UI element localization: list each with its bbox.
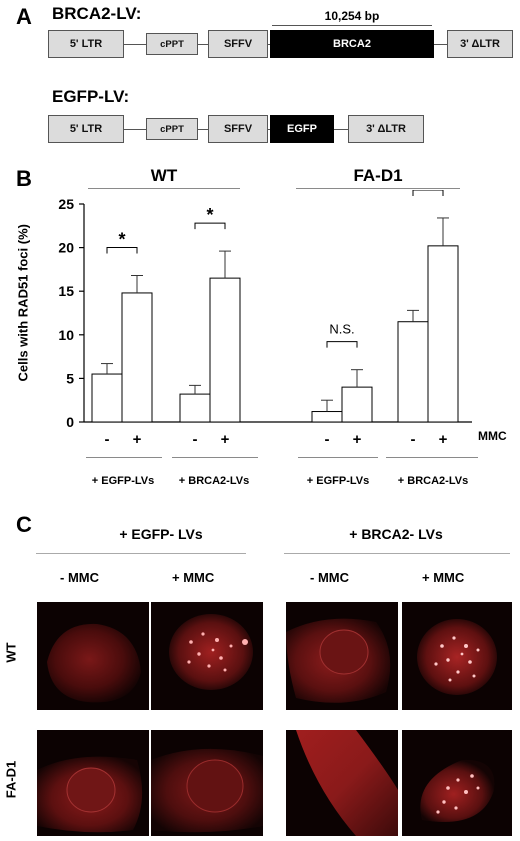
- micrograph-fad1-egfp-minus-mmc: [37, 730, 149, 836]
- egfp-5ltr-box: 5' LTR: [48, 115, 124, 143]
- y-tick-label: 15: [58, 283, 74, 299]
- egfp-3ltr-box: 3' ΔLTR: [348, 115, 424, 143]
- significance-bracket: [194, 222, 226, 230]
- micrograph-wt-brca2-plus-mmc: [402, 602, 512, 710]
- bar: [427, 245, 459, 423]
- panel-a-letter: A: [16, 4, 32, 29]
- y-tick-label: 0: [66, 414, 74, 430]
- micrograph-fad1-brca2-plus-mmc: [402, 730, 512, 836]
- treatment-label-4: + BRCA2-LVs: [397, 475, 469, 487]
- panel-c-letter: C: [16, 512, 32, 537]
- bar: [341, 386, 373, 423]
- brca2-sffv-box: SFFV: [208, 30, 268, 58]
- row-label-wt: WT: [3, 642, 19, 663]
- x-tick-label: -: [411, 431, 416, 448]
- treatment-label-3: + EGFP-LVs: [306, 475, 370, 487]
- significance-bracket: [106, 247, 138, 254]
- col-group-egfp-line: [36, 553, 246, 554]
- group-fad1-label: FA-D1: [353, 166, 403, 185]
- micrograph-wt-brca2-minus-mmc: [286, 602, 398, 710]
- col-label-egfp-plus-mmc: + MMC: [172, 570, 215, 585]
- egfp-gene-box: EGFP: [270, 115, 334, 143]
- x-tick-label: -: [325, 431, 330, 448]
- col-group-egfp-label: + EGFP- LVs: [119, 526, 203, 542]
- bar: [121, 292, 153, 423]
- mmc-label: MMC: [478, 429, 507, 443]
- rad51-bar-chart: 0 5 10 15 20 25 - + - + - + - + * * N.S. *: [58, 190, 472, 448]
- egfp-lv-title: EGFP-LV:: [52, 87, 130, 106]
- treatment-label-1: + EGFP-LVs: [91, 475, 155, 487]
- group-wt-label: WT: [150, 166, 178, 185]
- col-group-brca2-line: [284, 553, 510, 554]
- significance-bracket: [412, 190, 444, 196]
- x-tick-label: +: [439, 431, 448, 448]
- treatment-line-1: [86, 457, 162, 458]
- x-tick-label: -: [193, 431, 198, 448]
- treatment-line-4: [386, 457, 478, 458]
- brca2-size-label: 10,254 bp: [324, 9, 380, 23]
- treatment-line-2: [172, 457, 258, 458]
- brca2-3ltr-box: 3' ΔLTR: [447, 30, 513, 58]
- egfp-cppt-box: cPPT: [146, 118, 198, 140]
- brca2-5ltr-box: 5' LTR: [48, 30, 124, 58]
- micrograph-fad1-egfp-plus-mmc: [151, 730, 263, 836]
- x-tick-label: +: [133, 431, 142, 448]
- treatment-label-2: + BRCA2-LVs: [178, 475, 250, 487]
- micrograph-wt-egfp-minus-mmc: [37, 602, 149, 710]
- y-tick-label: 25: [58, 196, 74, 212]
- bar: [397, 321, 429, 423]
- group-fad1-underline: [296, 188, 460, 189]
- micrograph-fad1-brca2-minus-mmc: [286, 730, 398, 836]
- x-tick-label: -: [105, 431, 110, 448]
- row-label-fad1: FA-D1: [3, 760, 19, 799]
- y-tick-label: 5: [66, 370, 74, 386]
- x-tick-label: +: [353, 431, 362, 448]
- col-group-brca2-label: + BRCA2- LVs: [349, 526, 443, 542]
- egfp-sffv-box: SFFV: [208, 115, 268, 143]
- panel-b-letter: B: [16, 166, 32, 191]
- significance-bracket: [326, 341, 358, 348]
- y-tick-label: 10: [58, 327, 74, 343]
- treatment-line-3: [298, 457, 378, 458]
- col-label-brca2-minus-mmc: - MMC: [310, 570, 349, 585]
- col-label-brca2-plus-mmc: + MMC: [422, 570, 465, 585]
- col-label-egfp-minus-mmc: - MMC: [60, 570, 99, 585]
- bar: [179, 393, 211, 423]
- micrograph-wt-egfp-plus-mmc: [151, 602, 263, 710]
- bar: [311, 411, 343, 423]
- significance-label: *: [206, 205, 213, 225]
- brca2-gene-box: BRCA2: [270, 30, 434, 58]
- significance-label: *: [424, 190, 431, 192]
- bar: [209, 277, 241, 423]
- group-wt-underline: [88, 188, 240, 189]
- brca2-size-bracket: [272, 25, 432, 26]
- brca2-cppt-box: cPPT: [146, 33, 198, 55]
- y-tick-label: 20: [58, 240, 74, 256]
- significance-label: N.S.: [329, 322, 354, 337]
- x-tick-label: +: [221, 431, 230, 448]
- significance-label: *: [118, 230, 125, 250]
- brca2-lv-title: BRCA2-LV:: [52, 4, 142, 23]
- bar: [91, 373, 123, 423]
